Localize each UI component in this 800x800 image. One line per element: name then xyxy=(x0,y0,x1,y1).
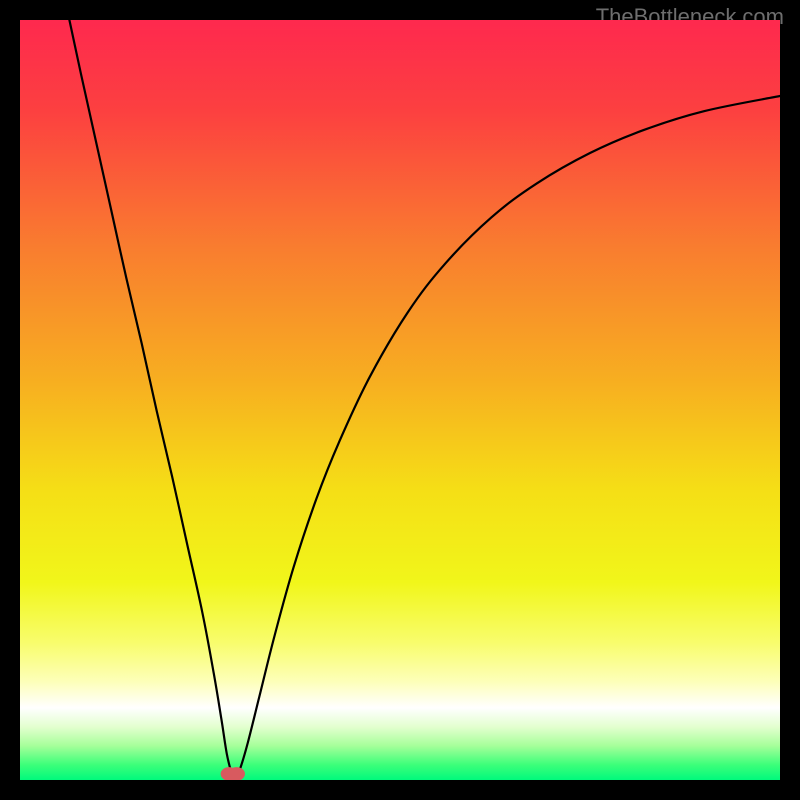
bottleneck-curve xyxy=(69,20,780,778)
plot-area xyxy=(20,20,780,780)
curve-layer xyxy=(20,20,780,780)
chart-frame: TheBottleneck.com xyxy=(0,0,800,800)
minimum-marker xyxy=(221,767,245,780)
